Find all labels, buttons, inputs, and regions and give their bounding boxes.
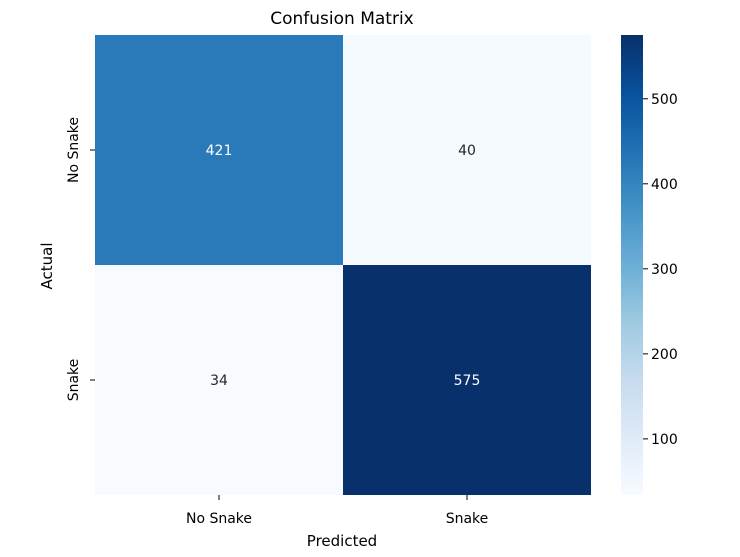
heatmap-cell bbox=[95, 35, 343, 265]
cell-value-label: 40 bbox=[458, 143, 476, 159]
heatmap-cell bbox=[95, 265, 343, 495]
y-tick-label: No Snake bbox=[66, 117, 82, 183]
colorbar-tick-label: 400 bbox=[651, 177, 678, 193]
cell-value-label: 34 bbox=[210, 373, 228, 389]
x-tick-label: Snake bbox=[446, 511, 489, 527]
y-tick-label: Snake bbox=[66, 359, 82, 402]
x-axis-label: Predicted bbox=[307, 532, 377, 550]
x-axis-ticks: No Snake Snake bbox=[186, 495, 488, 527]
cell-value-label: 575 bbox=[454, 373, 481, 389]
heatmap-cell bbox=[343, 265, 591, 495]
heatmap-cells bbox=[95, 35, 591, 495]
colorbar-tick-label: 200 bbox=[651, 347, 678, 363]
colorbar bbox=[621, 35, 643, 495]
x-tick-label: No Snake bbox=[186, 511, 252, 527]
heatmap-cell-labels: 421 40 34 575 bbox=[206, 143, 481, 389]
colorbar-tick-label: 100 bbox=[651, 432, 678, 448]
colorbar-tick-label: 500 bbox=[651, 92, 678, 108]
y-axis-ticks: No Snake Snake bbox=[66, 117, 95, 401]
heatmap-cell bbox=[343, 35, 591, 265]
cell-value-label: 421 bbox=[206, 143, 233, 159]
chart-title: Confusion Matrix bbox=[270, 9, 414, 29]
colorbar-tick-label: 300 bbox=[651, 262, 678, 278]
y-axis-label: Actual bbox=[38, 243, 56, 290]
colorbar-ticks: 100 200 300 400 500 bbox=[643, 92, 678, 448]
